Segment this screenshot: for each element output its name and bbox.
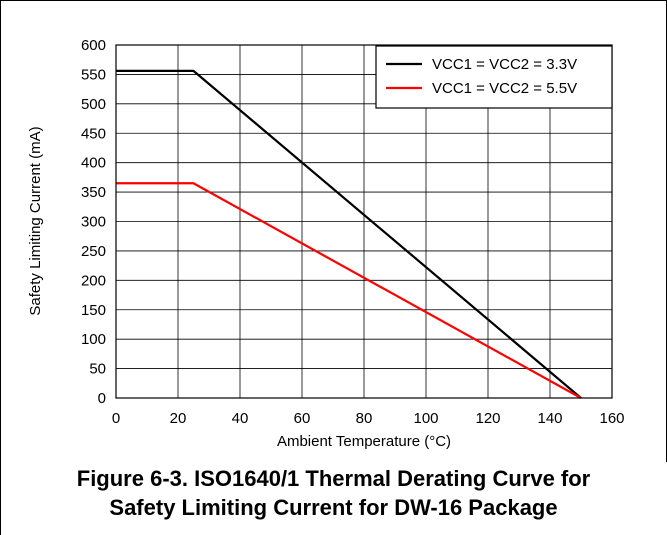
- x-tick-label: 40: [232, 410, 249, 427]
- x-tick-label: 80: [356, 410, 373, 427]
- legend-label-1: VCC1 = VCC2 = 3.3V: [432, 56, 577, 73]
- legend-box: [375, 45, 613, 109]
- series-group: [116, 69, 582, 399]
- x-tick-label: 140: [537, 410, 562, 427]
- line-chart: 0 20 40 60 80 100 120 140 160 0 50 100 150 200 250 300…: [27, 37, 625, 450]
- y-tick-label: 400: [81, 155, 106, 172]
- x-tick-labels: 0 20 40 60 80 100 120 140 160: [112, 410, 625, 427]
- figure-caption: Figure 6-3. ISO1640/1 Thermal Derating C…: [0, 464, 667, 522]
- y-tick-label: 200: [81, 272, 106, 289]
- plot-area-border: [115, 44, 613, 399]
- y-tick-labels: 0 50 100 150 200 250 300 350 400 450 500 550 600: [81, 37, 106, 407]
- y-tick-label: 350: [81, 184, 106, 201]
- x-tick-label: 120: [475, 410, 500, 427]
- y-tick-label: 0: [98, 390, 106, 407]
- y-tick-label: 500: [81, 96, 106, 113]
- y-tick-label: 100: [81, 331, 106, 348]
- y-tick-label: 550: [81, 66, 106, 83]
- series-line-2: [116, 182, 582, 399]
- y-tick-label: 450: [81, 125, 106, 142]
- legend-label-2: VCC1 = VCC2 = 5.5V: [432, 80, 577, 97]
- caption-line-1: Figure 6-3. ISO1640/1 Thermal Derating C…: [76, 466, 591, 491]
- y-tick-label: 300: [81, 214, 106, 231]
- x-tick-label: 20: [170, 410, 187, 427]
- y-tick-label: 150: [81, 302, 106, 319]
- y-axis-label: Safety Limiting Current (mA): [27, 126, 44, 315]
- caption-line-2: Safety Limiting Current for DW-16 Packag…: [109, 495, 558, 520]
- y-tick-label: 250: [81, 243, 106, 260]
- x-tick-label: 0: [112, 410, 120, 427]
- x-axis-label: Ambient Temperature (°C): [277, 433, 451, 450]
- x-tick-label: 160: [599, 410, 624, 427]
- series-line-1: [116, 69, 582, 399]
- y-tick-label: 50: [89, 361, 106, 378]
- x-tick-label: 60: [294, 410, 311, 427]
- legend: VCC1 = VCC2 = 3.3V VCC1 = VCC2 = 5.5V: [375, 45, 613, 109]
- y-tick-label: 600: [81, 37, 106, 54]
- x-tick-label: 100: [413, 410, 438, 427]
